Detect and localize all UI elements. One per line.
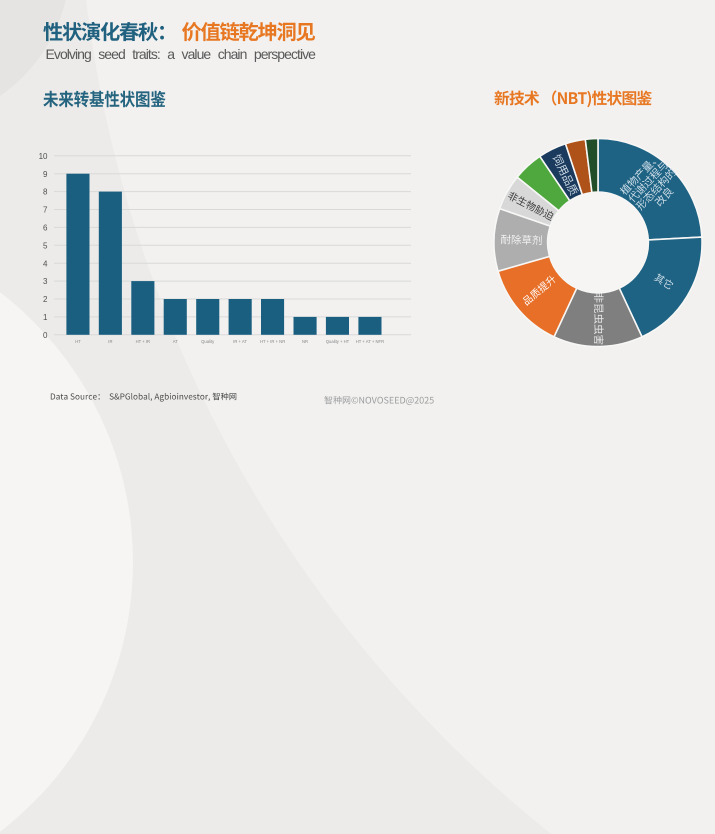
svg-text:6: 6	[43, 224, 48, 233]
svg-text:Quality + HT: Quality + HT	[326, 339, 350, 344]
svg-text:Quality: Quality	[201, 339, 215, 344]
svg-text:2: 2	[43, 295, 48, 304]
svg-text:HT: HT	[75, 339, 81, 344]
svg-text:1: 1	[43, 313, 48, 322]
svg-text:IR + AT: IR + AT	[233, 339, 247, 344]
svg-text:HT + AT + NFR: HT + AT + NFR	[356, 339, 384, 344]
svg-text:HT + IR: HT + IR	[136, 339, 150, 344]
svg-text:7: 7	[43, 206, 48, 215]
svg-text:AT: AT	[173, 339, 178, 344]
svg-text:3: 3	[43, 277, 48, 286]
svg-text:8: 8	[43, 188, 48, 197]
svg-text:5: 5	[43, 241, 48, 250]
svg-text:NR: NR	[302, 339, 308, 344]
svg-text:0: 0	[43, 331, 48, 340]
svg-text:9: 9	[43, 170, 48, 179]
svg-text:IR: IR	[108, 339, 112, 344]
svg-text:10: 10	[39, 152, 48, 161]
svg-text:4: 4	[43, 259, 48, 268]
svg-text:HT + IR + NR: HT + IR + NR	[260, 339, 285, 344]
